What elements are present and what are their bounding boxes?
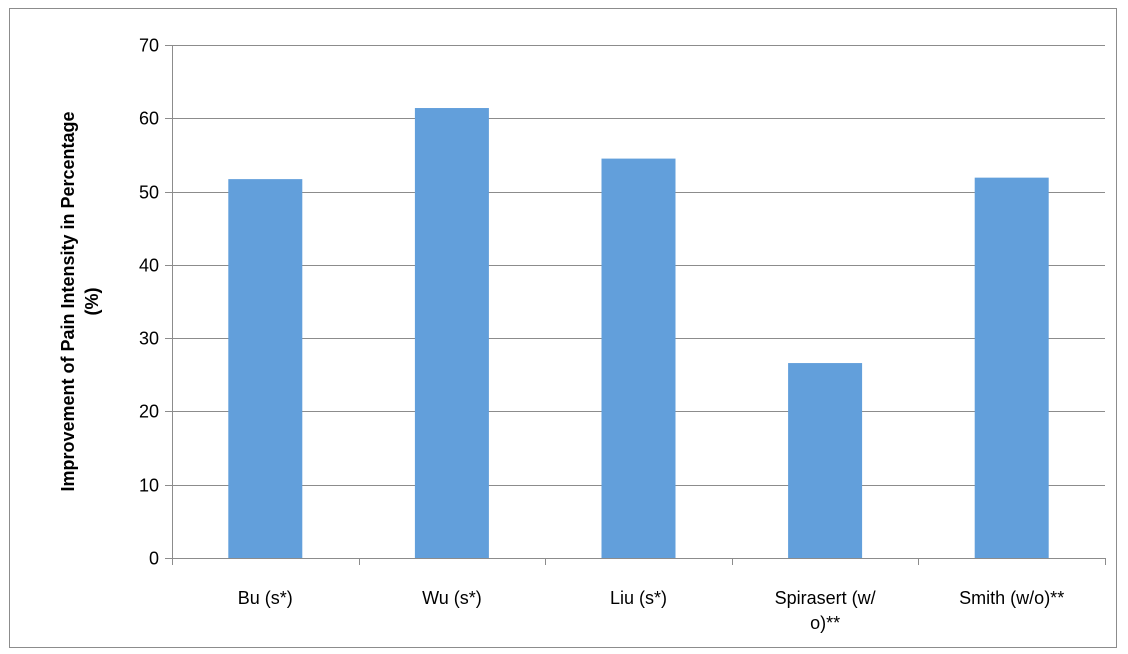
bars: [228, 108, 1049, 559]
x-category-label: Smith (w/o)**: [959, 588, 1064, 608]
y-axis-title: Improvement of Pain Intensity in Percent…: [58, 111, 78, 491]
x-category-label: o)**: [810, 613, 840, 633]
bar: [974, 177, 1049, 558]
x-category-label: Bu (s*): [238, 588, 293, 608]
bar: [788, 363, 863, 558]
axis-titles: Improvement of Pain Intensity in Percent…: [58, 111, 102, 491]
y-tick-label: 60: [139, 109, 159, 129]
x-category-labels: Bu (s*) Wu (s*) Liu (s*) Spirasert (w/o)** S…: [238, 588, 1064, 633]
bar: [601, 158, 676, 559]
x-category-label: Liu (s*): [610, 588, 667, 608]
y-tick-label: 70: [139, 36, 159, 56]
y-tick-label: 10: [139, 476, 159, 496]
x-category-label: Spirasert (w/: [775, 588, 876, 608]
y-tick-label: 20: [139, 402, 159, 422]
bar: [228, 179, 303, 558]
y-tick-label: 30: [139, 329, 159, 349]
chart-frame: [9, 8, 1117, 648]
y-axis-title: (%): [82, 288, 102, 316]
y-tick-label: 0: [149, 549, 159, 569]
bar: [414, 108, 489, 559]
y-tick-labels: 0 10 20 30 40 50 60 70: [139, 36, 159, 569]
x-category-label: Wu (s*): [422, 588, 482, 608]
y-tick-label: 50: [139, 183, 159, 203]
axes: [165, 45, 1106, 565]
y-tick-label: 40: [139, 256, 159, 276]
